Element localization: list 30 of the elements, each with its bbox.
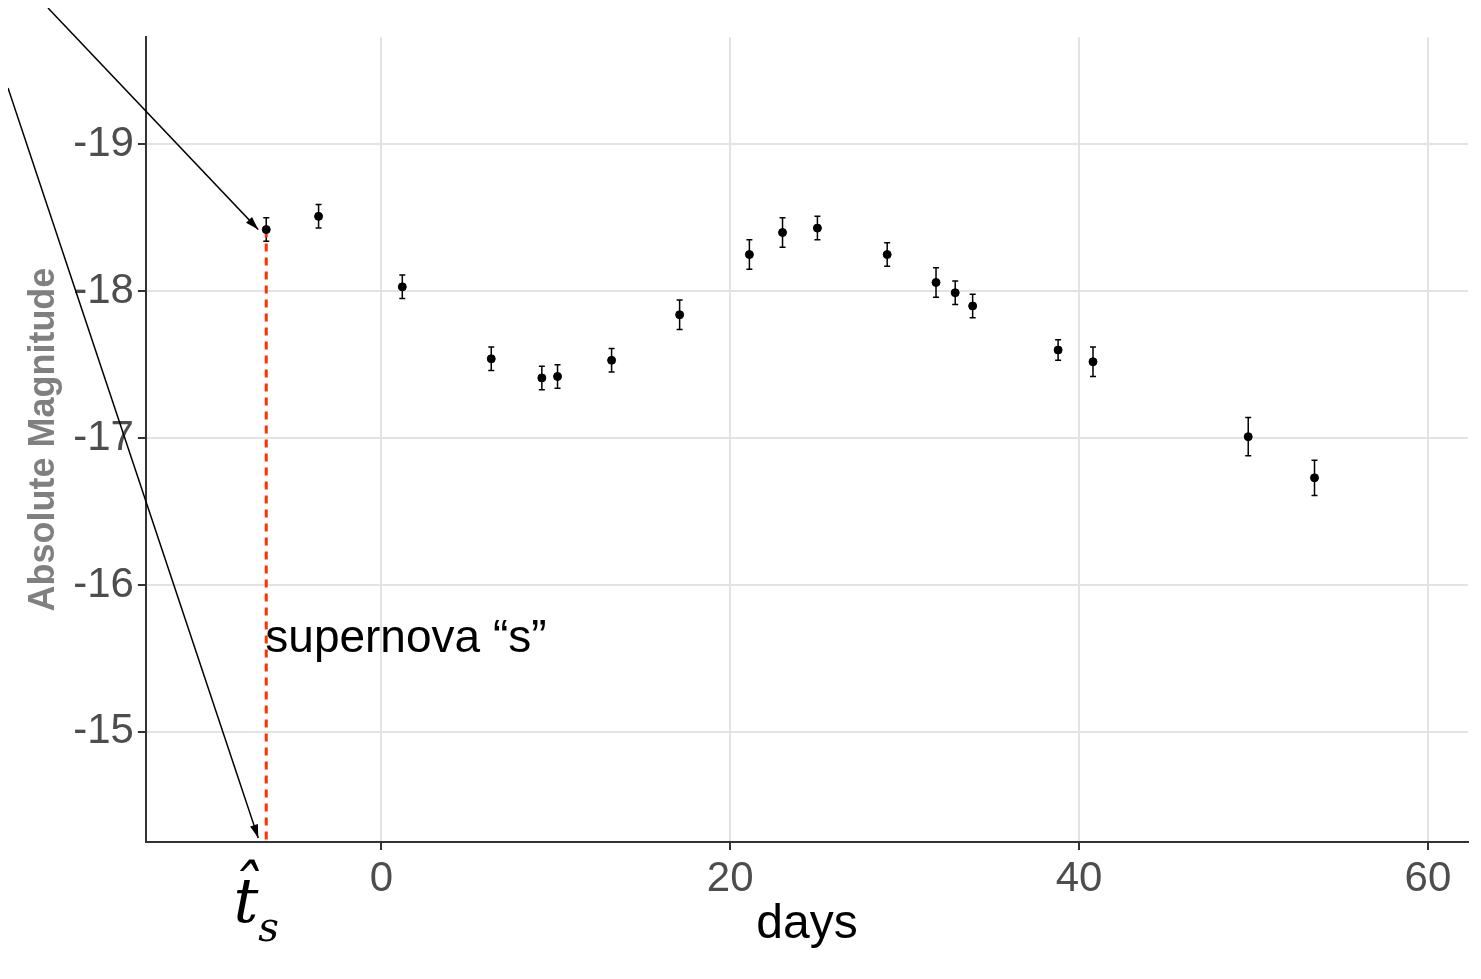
x-tick-label: 20 bbox=[706, 852, 754, 900]
point bbox=[553, 371, 563, 381]
point bbox=[1310, 473, 1320, 483]
y-tick-label: -18 bbox=[73, 264, 134, 312]
y-axis-title: Absolute Magnitude bbox=[20, 267, 62, 612]
point bbox=[744, 250, 754, 260]
x-axis-title: days bbox=[756, 895, 858, 949]
x-tick-label: 40 bbox=[1055, 852, 1103, 900]
point bbox=[882, 250, 892, 260]
point bbox=[314, 211, 324, 221]
point bbox=[812, 223, 822, 233]
x-tick-label: 0 bbox=[369, 852, 394, 900]
point bbox=[778, 228, 788, 238]
point bbox=[1243, 432, 1253, 442]
x-tick-label: 60 bbox=[1404, 852, 1452, 900]
point bbox=[950, 288, 960, 298]
point bbox=[1088, 357, 1098, 367]
point bbox=[1053, 345, 1063, 355]
point bbox=[931, 277, 941, 287]
point bbox=[607, 355, 617, 365]
point bbox=[486, 354, 496, 364]
y-tick-label: -16 bbox=[73, 558, 134, 606]
point bbox=[675, 310, 685, 320]
y-tick-label: -15 bbox=[73, 705, 134, 753]
point bbox=[968, 301, 978, 311]
point bbox=[537, 373, 547, 383]
point bbox=[261, 225, 271, 235]
point bbox=[397, 282, 407, 292]
y-tick-label: -19 bbox=[73, 117, 134, 165]
annotation: supernova “s” bbox=[265, 610, 547, 663]
